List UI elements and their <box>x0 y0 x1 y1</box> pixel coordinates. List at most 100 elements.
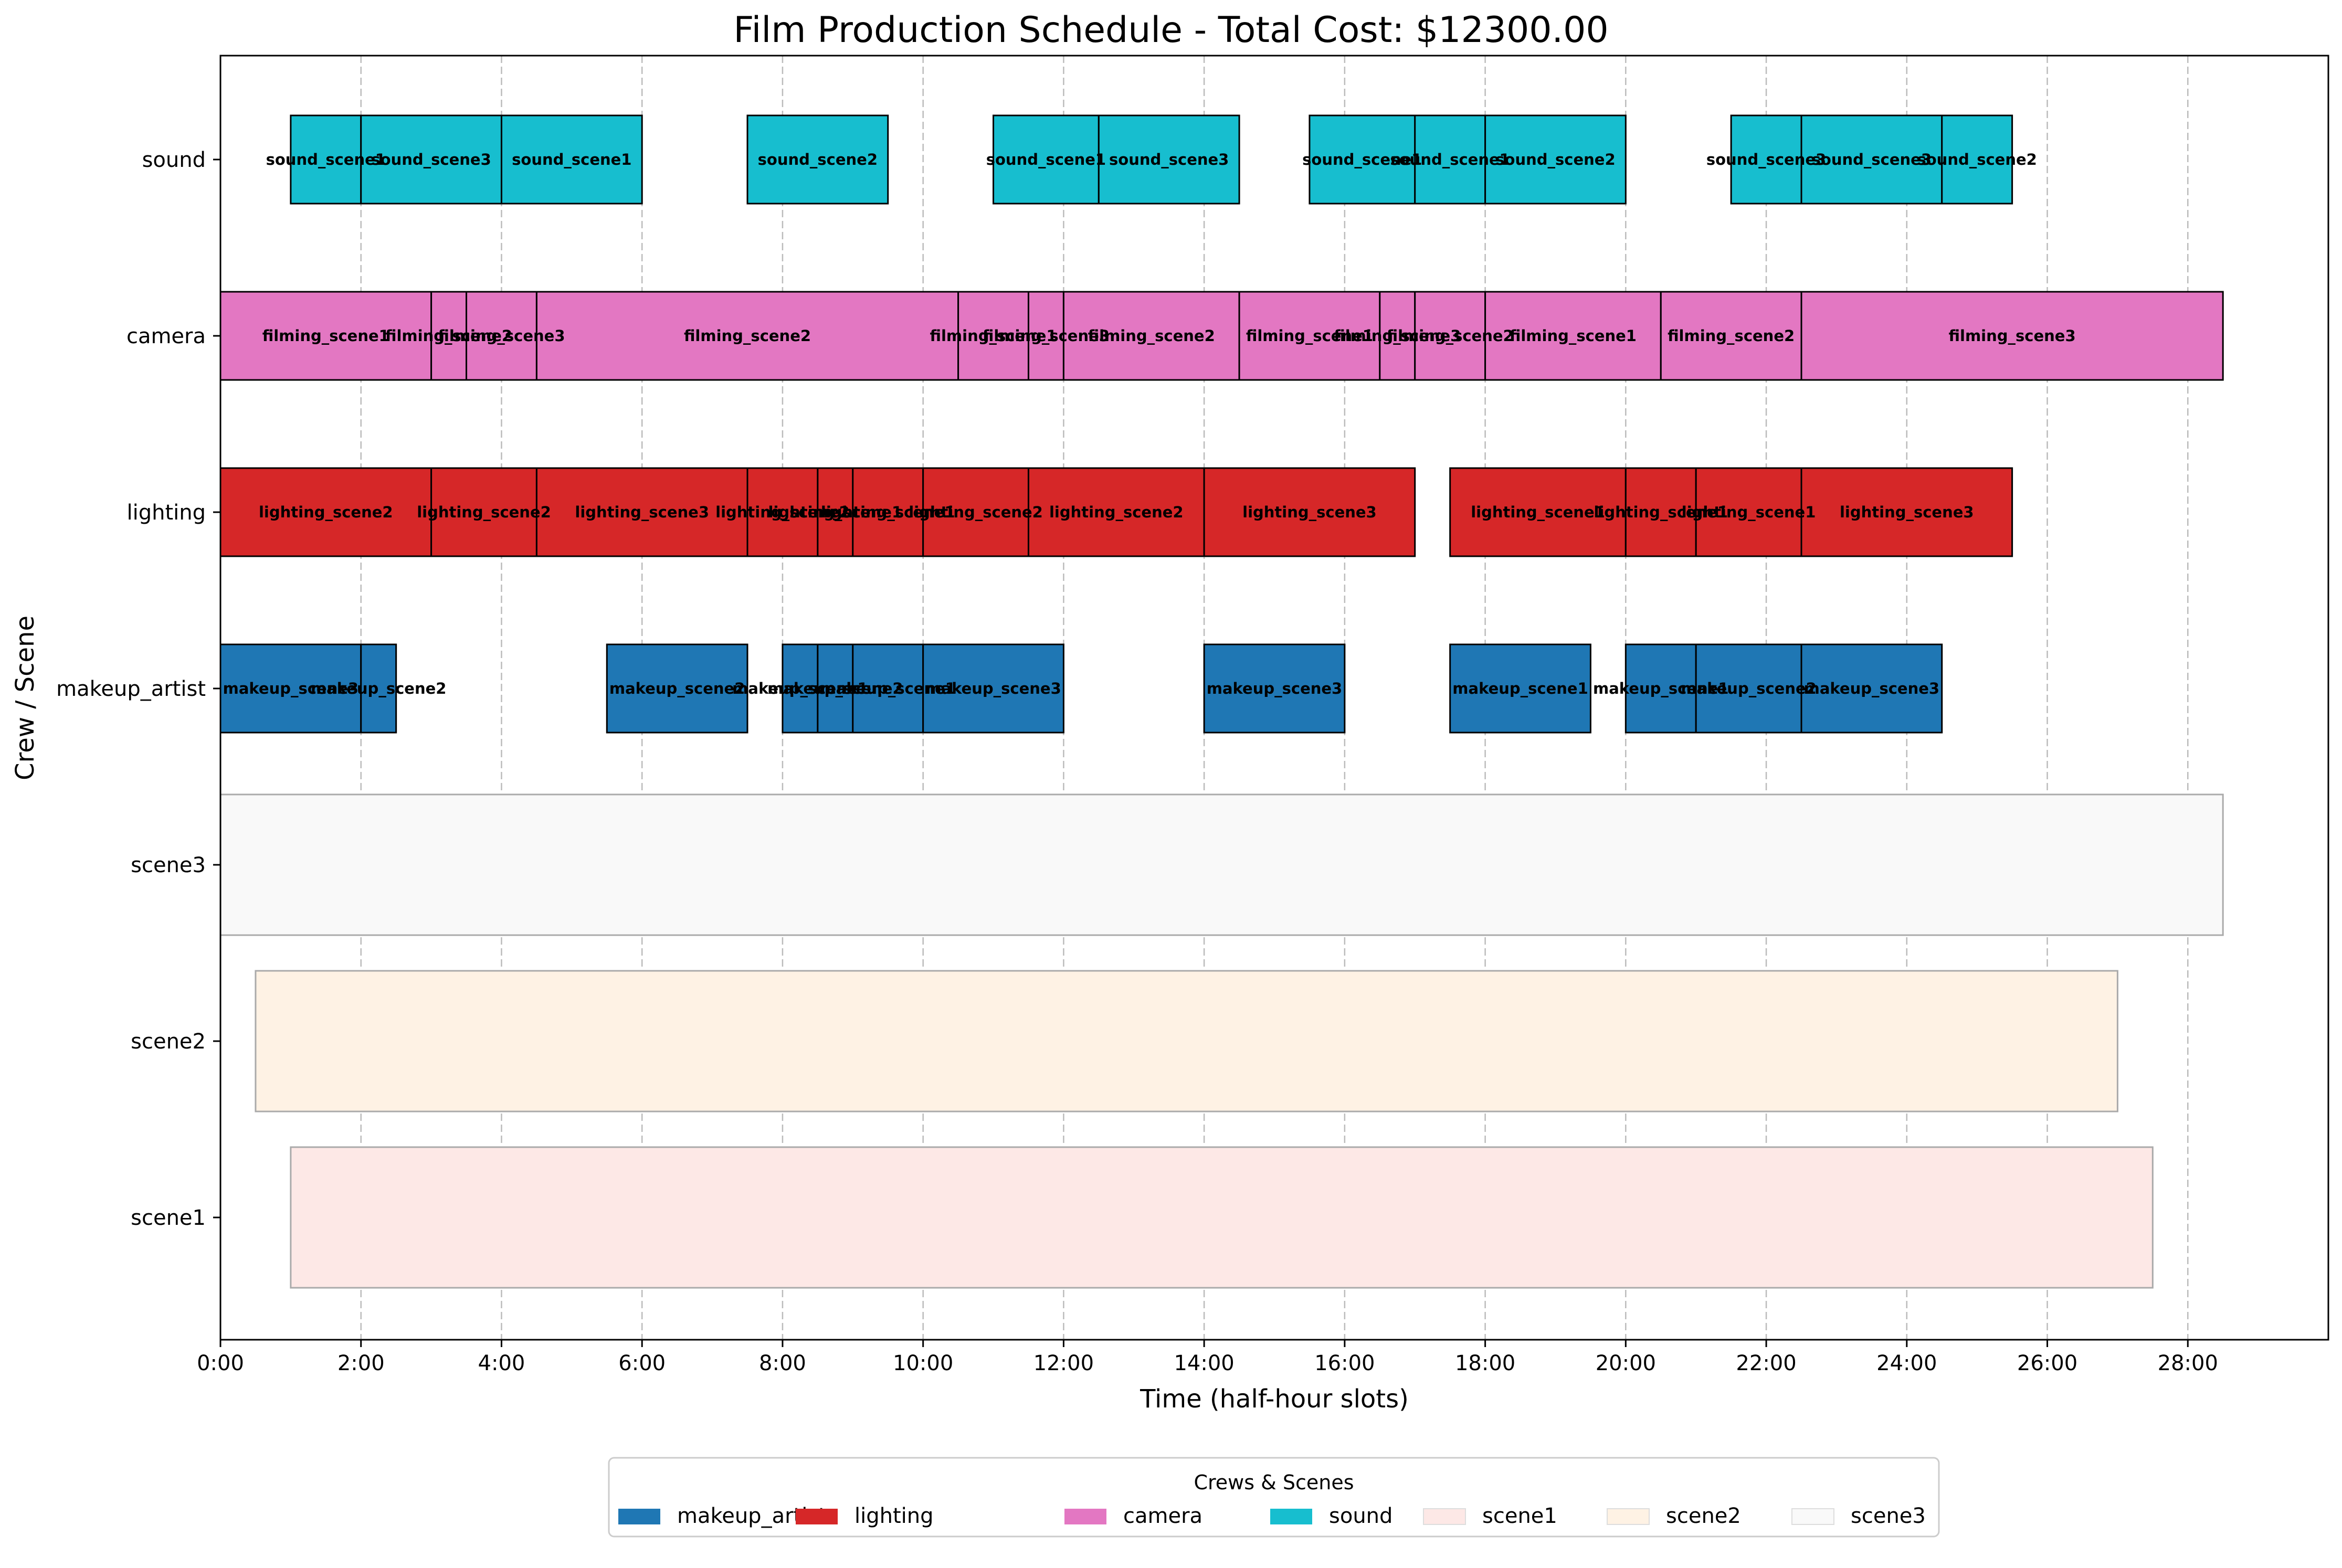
task-bar-lighting <box>817 467 854 557</box>
legend-swatch-lighting <box>796 1509 838 1524</box>
x-tick-label: 6:00 <box>618 1351 666 1375</box>
legend-swatch-scene3 <box>1791 1508 1834 1525</box>
scene-bar-scene1 <box>290 1146 2154 1289</box>
task-bar-lighting <box>1624 467 1697 557</box>
y-tick-label: camera <box>126 324 206 348</box>
task-label: filming_scene1 <box>1246 327 1373 345</box>
task-label: sound_scene1 <box>986 151 1106 168</box>
task-label: lighting_scene2 <box>1049 503 1184 521</box>
scene-bars <box>219 793 2224 1289</box>
task-label: makeup_scene2 <box>1681 680 1816 697</box>
task-label: filming_scene1 <box>1510 327 1637 345</box>
task-bar-makeup_artist <box>1800 643 1943 734</box>
x-tick-label: 16:00 <box>1314 1351 1375 1375</box>
task-bar-makeup_artist <box>1695 643 1802 734</box>
task-label: makeup_scene2 <box>609 680 745 697</box>
task-label: lighting_scene3 <box>1840 503 1974 521</box>
task-bar-sound <box>1414 114 1486 205</box>
task-label: sound_scene1 <box>1302 151 1422 168</box>
x-tick-label: 22:00 <box>1736 1351 1796 1375</box>
task-bar-sound <box>500 114 643 205</box>
x-tick-label: 28:00 <box>2158 1351 2218 1375</box>
task-label: makeup_scene1 <box>820 680 955 697</box>
task-label: sound_scene3 <box>1812 151 1932 168</box>
y-tick-label: sound <box>142 148 206 172</box>
legend-swatch-sound <box>1270 1509 1312 1524</box>
task-bar-makeup_artist <box>817 643 854 734</box>
task-label: sound_scene1 <box>266 151 386 168</box>
task-bar-sound <box>746 114 889 205</box>
y-tick-label: makeup_artist <box>56 677 206 701</box>
task-label: sound_scene3 <box>371 151 491 168</box>
task-label: lighting_scene2 <box>715 503 850 521</box>
x-tick-label: 4:00 <box>478 1351 525 1375</box>
task-bar-lighting <box>535 467 748 557</box>
y-axis-label: Crew / Scene <box>10 616 40 780</box>
task-bar-lighting <box>1449 467 1627 557</box>
task-bar-makeup_artist <box>782 643 819 734</box>
task-label: makeup_scene3 <box>223 680 358 697</box>
task-label: lighting_scene1 <box>1682 503 1816 521</box>
task-bar-camera <box>1800 291 2224 381</box>
legend-label-sound: sound <box>1329 1504 1392 1528</box>
task-label: filming_scene3 <box>983 327 1110 345</box>
y-tick-label: scene2 <box>131 1030 206 1054</box>
y-tick-label: scene1 <box>131 1206 206 1230</box>
x-tick-label: 2:00 <box>337 1351 385 1375</box>
task-label: filming_scene3 <box>1949 327 2076 345</box>
task-label: makeup_scene2 <box>311 680 446 697</box>
legend-title: Crews & Scenes <box>1194 1471 1354 1494</box>
legend-label-camera: camera <box>1123 1504 1202 1528</box>
task-label: makeup_scene1 <box>1452 680 1588 697</box>
task-label: makeup_scene1 <box>1593 680 1728 697</box>
task-bar-sound <box>1309 114 1416 205</box>
task-bar-lighting <box>746 467 819 557</box>
task-label: lighting_scene1 <box>768 503 903 521</box>
task-bar-makeup_artist <box>922 643 1064 734</box>
plot-frame <box>219 55 2329 1341</box>
x-tick-label: 0:00 <box>197 1351 244 1375</box>
task-bar-makeup_artist <box>360 643 397 734</box>
task-label: filming_scene2 <box>385 327 512 345</box>
task-label: lighting_scene3 <box>1242 503 1377 521</box>
y-axis-ticks: sound camera lighting makeup_artist scene3 sc… <box>56 148 220 1230</box>
task-label: lighting_scene2 <box>909 503 1043 521</box>
task-label: filming_scene2 <box>1088 327 1215 345</box>
task-bar-makeup_artist <box>606 643 748 734</box>
task-label: makeup_scene3 <box>925 680 1061 697</box>
task-bar-makeup_artist <box>1624 643 1697 734</box>
task-label: filming_scene2 <box>684 327 811 345</box>
x-tick-label: 12:00 <box>1033 1351 1094 1375</box>
task-bar-sound <box>993 114 1100 205</box>
task-bar-lighting <box>1203 467 1416 557</box>
task-bar-sound <box>1941 114 2013 205</box>
task-label: makeup_scene1 <box>732 680 868 697</box>
task-label: sound_scene1 <box>512 151 631 168</box>
scene-bar-scene2 <box>255 970 2118 1113</box>
x-tick-label: 10:00 <box>893 1351 953 1375</box>
task-bar-camera <box>1379 291 1416 381</box>
legend-swatch-scene1 <box>1423 1508 1466 1525</box>
task-label: makeup_scene2 <box>767 680 903 697</box>
y-tick-label: scene3 <box>131 853 206 877</box>
x-tick-label: 20:00 <box>1596 1351 1656 1375</box>
task-bar-camera <box>1484 291 1662 381</box>
chart-title: Film Production Schedule - Total Cost: $… <box>733 9 1608 51</box>
task-label: sound_scene3 <box>1109 151 1229 168</box>
task-bar-makeup_artist <box>219 643 362 734</box>
x-tick-label: 26:00 <box>2017 1351 2077 1375</box>
task-label: filming_scene3 <box>438 327 565 345</box>
scene-bar-scene3 <box>219 793 2224 936</box>
x-tick-label: 18:00 <box>1455 1351 1515 1375</box>
legend-swatch-scene2 <box>1607 1508 1650 1525</box>
x-tick-label: 24:00 <box>1876 1351 1937 1375</box>
task-label: filming_scene3 <box>1334 327 1461 345</box>
task-label: sound_scene2 <box>1917 151 2037 168</box>
legend-label-scene2: scene2 <box>1666 1504 1741 1528</box>
task-bar-camera <box>1062 291 1240 381</box>
legend-swatch-makeup_artist <box>618 1509 660 1524</box>
task-bar-sound <box>1098 114 1240 205</box>
task-bar-lighting <box>922 467 1029 557</box>
